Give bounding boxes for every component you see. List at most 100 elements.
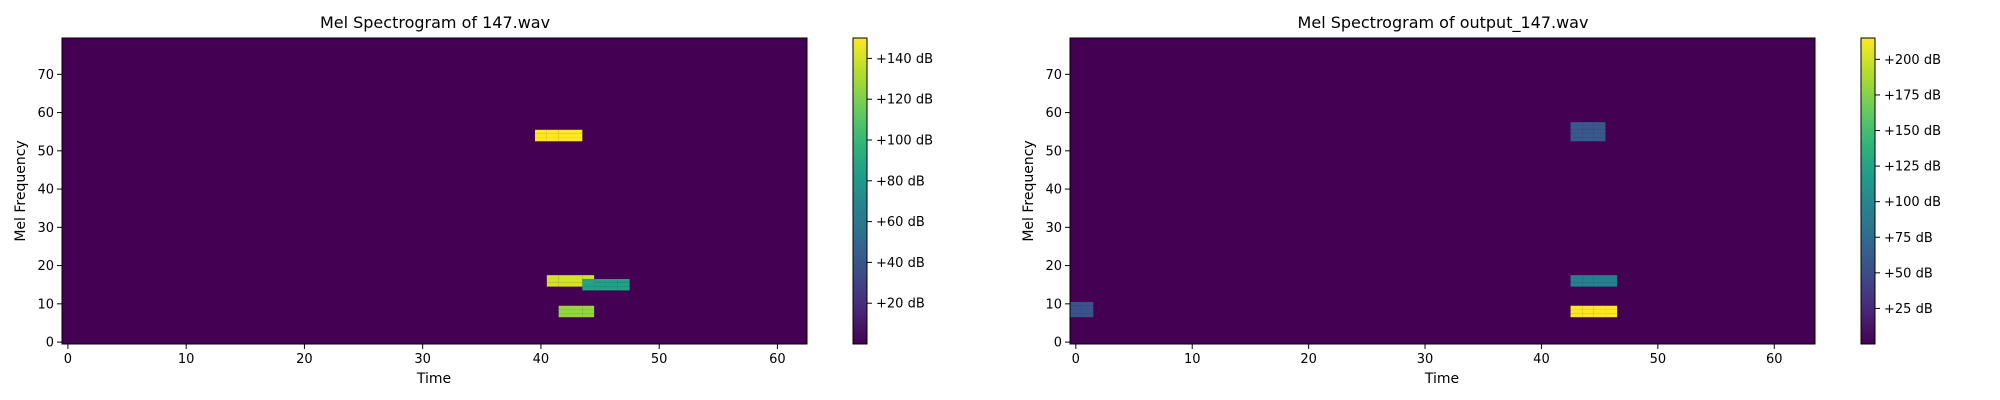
heatmap-cell <box>570 313 583 318</box>
heatmap-cell <box>582 309 595 314</box>
colorbar-tick-label: +20 dB <box>876 297 925 312</box>
heatmap-cell <box>1593 309 1606 314</box>
x-tick-label: 40 <box>533 352 550 367</box>
heatmap-cell <box>1605 278 1618 283</box>
heatmap-cell <box>1605 313 1618 318</box>
heatmap-cell <box>558 282 571 287</box>
heatmap-cell <box>570 309 583 314</box>
colorbar-tick-label: +100 dB <box>1884 195 1941 210</box>
heatmap-cell <box>558 313 571 318</box>
colorbar-gradient <box>852 37 868 345</box>
heatmap-cell <box>1593 275 1606 279</box>
y-tick-label: 30 <box>1045 221 1062 236</box>
heatmap-cells <box>1070 38 1815 344</box>
heatmap-cell <box>558 305 571 310</box>
heatmap-cell <box>605 286 618 291</box>
colorbar-tick-label: +100 dB <box>876 134 933 149</box>
heatmap-cell <box>1582 309 1594 314</box>
heatmap-cell <box>1570 305 1583 310</box>
colorbar-tick-label: +25 dB <box>1884 302 1933 317</box>
colorbar-tick-label: +80 dB <box>876 174 925 189</box>
heatmap-cell <box>558 137 571 142</box>
x-tick-label: 60 <box>769 352 786 367</box>
x-tick-label: 30 <box>414 352 431 367</box>
heatmap-cell <box>617 286 630 291</box>
heatmap-cell <box>1593 122 1606 126</box>
heatmap-cell <box>1593 305 1606 310</box>
heatmap-cell <box>594 286 606 291</box>
heatmap-cell <box>1570 125 1583 130</box>
chart-title: Mel Spectrogram of 147.wav <box>320 13 550 32</box>
heatmap-cell <box>546 133 559 138</box>
heatmap-cell <box>1570 278 1583 283</box>
y-tick-label: 0 <box>1054 336 1062 351</box>
y-ticks: 0 10 20 30 40 50 60 70 <box>1045 68 1070 351</box>
chart-title: Mel Spectrogram of output_147.wav <box>1298 13 1589 33</box>
y-tick-label: 20 <box>1045 259 1062 274</box>
heatmap-cell <box>535 129 547 134</box>
heatmap-background <box>1070 38 1815 344</box>
y-tick-label: 40 <box>37 183 54 198</box>
y-tick-label: 0 <box>46 336 54 351</box>
heatmap-cell <box>546 275 559 279</box>
heatmap-cell <box>1081 305 1094 310</box>
heatmap-cell <box>1593 282 1606 287</box>
heatmap-cell <box>570 305 583 310</box>
heatmap-background <box>62 38 807 344</box>
colorbar-tick-label: +50 dB <box>1884 266 1933 281</box>
heatmap-cell <box>1081 309 1094 314</box>
heatmap-cell <box>1582 122 1594 126</box>
heatmap-cell <box>558 278 571 283</box>
colorbar-tick-label: +125 dB <box>1884 160 1941 175</box>
y-tick-label: 50 <box>1045 144 1062 159</box>
heatmap-cell <box>582 305 595 310</box>
heatmap-cell <box>1593 129 1606 134</box>
heatmap-cell <box>1582 282 1594 287</box>
heatmap-cell <box>1593 278 1606 283</box>
colorbar: +25 dB +50 dB +75 dB +100 dB +125 dB +150 dB +… <box>1860 37 1941 345</box>
heatmap-cell <box>1081 301 1094 306</box>
x-axis-label: Time <box>1424 371 1459 387</box>
x-tick-label: 0 <box>64 352 72 367</box>
heatmap-cell <box>1593 125 1606 130</box>
spectrogram-panel-147: Mel Spectrogram of 147.wav 0 10 20 30 40 50 60… <box>13 13 933 387</box>
heatmap-cell <box>605 278 618 283</box>
y-tick-label: 50 <box>37 144 54 159</box>
x-tick-label: 60 <box>1766 352 1783 367</box>
x-tick-label: 50 <box>1650 352 1667 367</box>
heatmap-cell <box>570 129 583 134</box>
y-tick-label: 10 <box>37 297 54 312</box>
heatmap-cell <box>546 278 559 283</box>
x-tick-label: 20 <box>296 352 313 367</box>
heatmap-cell <box>570 275 583 279</box>
heatmap-cell <box>1570 275 1583 279</box>
heatmap-cell <box>1570 309 1583 314</box>
heatmap-cells <box>62 38 807 344</box>
heatmap-cell <box>582 275 595 279</box>
colorbar-tick-label: +200 dB <box>1884 53 1941 68</box>
heatmap-cell <box>1070 305 1082 310</box>
x-ticks: 0 10 20 30 40 50 60 <box>1072 344 1783 367</box>
heatmap-cell <box>582 286 595 291</box>
y-tick-label: 40 <box>1045 183 1062 198</box>
y-axis-label: Mel Frequency <box>13 140 29 241</box>
heatmap-cell <box>1570 282 1583 287</box>
heatmap-cell <box>1582 278 1594 283</box>
heatmap-cell <box>535 137 547 142</box>
colorbar-tick-label: +75 dB <box>1884 231 1933 246</box>
y-tick-label: 30 <box>37 221 54 236</box>
colorbar-tick-label: +150 dB <box>1884 124 1941 139</box>
plot-frame <box>1069 37 1816 345</box>
heatmap-cell <box>558 309 571 314</box>
y-tick-label: 10 <box>1045 297 1062 312</box>
heatmap-cell <box>570 282 583 287</box>
x-ticks: 0 10 20 30 40 50 60 <box>64 344 786 367</box>
y-tick-label: 20 <box>37 259 54 274</box>
heatmap-cell <box>558 133 571 138</box>
heatmap-cell <box>617 278 630 283</box>
x-axis-label: Time <box>416 371 451 387</box>
colorbar-tick-label: +175 dB <box>1884 88 1941 103</box>
colorbar: +20 dB +40 dB +60 dB +80 dB +100 dB +120 dB +1… <box>852 37 933 345</box>
y-tick-label: 60 <box>37 106 54 121</box>
